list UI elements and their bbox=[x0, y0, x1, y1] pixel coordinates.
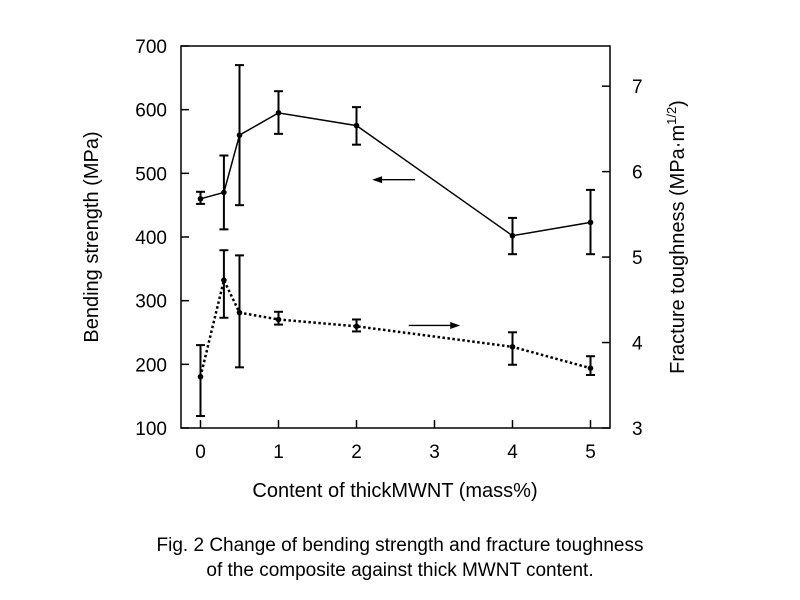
y-left-axis-title: Bending strength (MPa) bbox=[81, 131, 103, 342]
bending-strength-point bbox=[275, 110, 282, 116]
fracture-toughness-point bbox=[221, 277, 227, 283]
y-right-tick-label: 7 bbox=[632, 77, 643, 98]
left-axis-arrowhead bbox=[372, 176, 383, 184]
x-tick-label: 0 bbox=[195, 442, 206, 463]
bending-strength-point bbox=[353, 122, 360, 129]
y-left-tick-label: 200 bbox=[135, 355, 167, 376]
y-left-tick-label: 400 bbox=[135, 228, 167, 249]
bending-strength-point bbox=[197, 196, 204, 202]
x-tick-label: 3 bbox=[429, 442, 440, 463]
x-tick-label: 5 bbox=[585, 442, 596, 463]
y-right-axis-title-end: ) bbox=[667, 100, 689, 107]
plot-frame bbox=[180, 45, 611, 429]
fracture-toughness-point bbox=[353, 323, 360, 330]
y-right-axis: 3 4 5 6 7 bbox=[602, 77, 643, 440]
x-tick-label: 4 bbox=[507, 442, 518, 463]
fracture-toughness-point bbox=[587, 365, 594, 371]
y-left-tick-label: 700 bbox=[135, 37, 167, 58]
x-tick-label: 1 bbox=[273, 442, 284, 463]
y-right-tick-label: 4 bbox=[632, 334, 643, 355]
right-axis-arrowhead bbox=[450, 321, 461, 329]
y-left-tick-label: 500 bbox=[135, 164, 167, 185]
y-left-axis: 100 200 300 400 500 600 700 bbox=[135, 37, 189, 440]
y-right-tick-label: 6 bbox=[632, 163, 643, 184]
fracture-toughness-line bbox=[199, 276, 591, 378]
figure-caption: Fig. 2 Change of bending strength and fr… bbox=[0, 533, 800, 583]
bending-strength-point bbox=[587, 219, 594, 226]
fracture-toughness-point bbox=[236, 309, 243, 316]
bending-strength-line bbox=[200, 112, 591, 237]
y-right-axis-title-main: Fracture toughness (MPa·m bbox=[667, 125, 689, 374]
x-axis: 0 1 2 3 4 5 bbox=[195, 420, 596, 463]
fracture-toughness-point bbox=[275, 316, 282, 323]
bending-strength-point bbox=[221, 189, 227, 196]
y-right-tick-label: 3 bbox=[632, 419, 643, 440]
y-right-tick-label: 5 bbox=[632, 248, 643, 269]
bending-strength-point bbox=[236, 132, 243, 138]
series-layer bbox=[196, 64, 595, 418]
caption-line-1: Fig. 2 Change of bending strength and fr… bbox=[156, 535, 644, 556]
caption-line-2: of the composite against thick MWNT cont… bbox=[206, 560, 594, 581]
fracture-toughness-point bbox=[197, 373, 204, 380]
y-left-tick-label: 100 bbox=[135, 419, 167, 440]
bending-strength-point bbox=[509, 232, 516, 239]
y-right-axis-title: Fracture toughness (MPa·m1/2) bbox=[664, 100, 689, 374]
y-left-tick-label: 300 bbox=[135, 292, 167, 313]
x-axis-title: Content of thickMWNT (mass%) bbox=[252, 480, 537, 502]
y-left-tick-label: 600 bbox=[135, 101, 167, 122]
fracture-toughness-point bbox=[509, 344, 516, 350]
y-right-axis-title-sup: 1/2 bbox=[664, 107, 679, 125]
x-tick-label: 2 bbox=[351, 442, 362, 463]
